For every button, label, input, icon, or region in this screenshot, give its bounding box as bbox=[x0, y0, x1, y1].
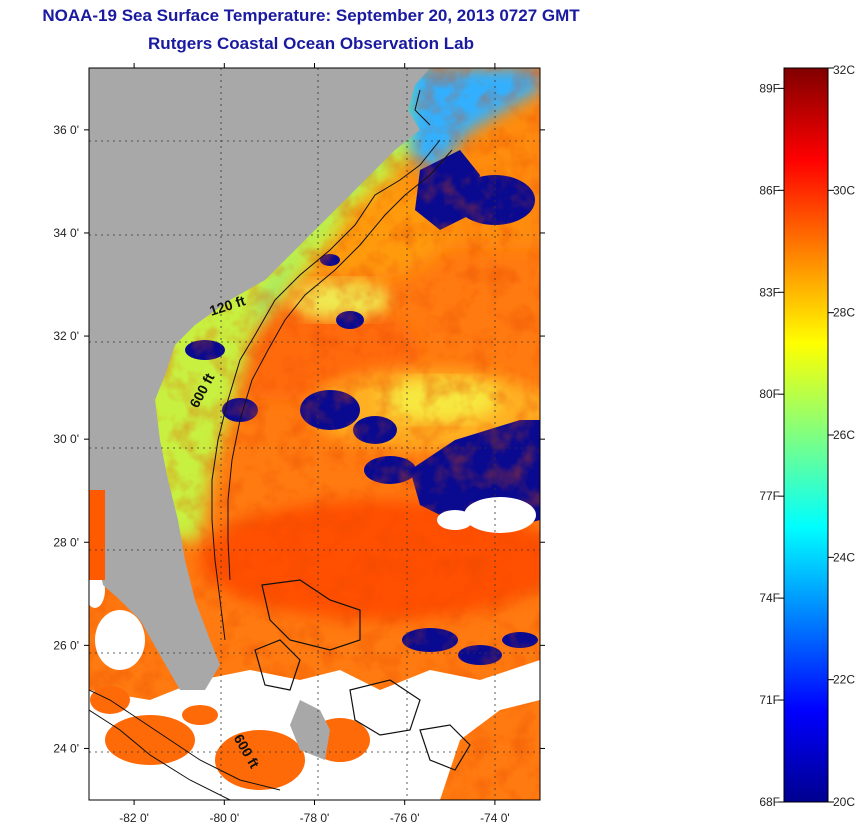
land-mass bbox=[89, 68, 430, 690]
map-subtitle: Rutgers Coastal Ocean Observation Lab bbox=[148, 34, 474, 53]
celsius-tick-label: 26C bbox=[833, 428, 855, 442]
map-title: NOAA-19 Sea Surface Temperature: Septemb… bbox=[42, 6, 580, 25]
lon-tick-label: -78 0' bbox=[300, 811, 330, 825]
colorbar-ticks: 20C 22C 24C 26C 28C 30C 32C 68F 71F 74F 77F 80F 83F 8… bbox=[759, 63, 855, 809]
lon-tick-label: -82 0' bbox=[119, 811, 149, 825]
fahrenheit-tick-label: 74F bbox=[759, 591, 780, 605]
fahrenheit-tick-label: 68F bbox=[759, 795, 780, 809]
fahrenheit-tick-label: 77F bbox=[759, 489, 780, 503]
celsius-tick-label: 22C bbox=[833, 673, 855, 687]
lat-tick-label: 24 0' bbox=[53, 741, 79, 755]
fahrenheit-tick-label: 83F bbox=[759, 285, 780, 299]
celsius-tick-label: 32C bbox=[833, 63, 855, 77]
fahrenheit-tick-label: 89F bbox=[759, 81, 780, 95]
temperature-colorbar: 20C 22C 24C 26C 28C 30C 32C 68F 71F 74F 77F 80F 83F 8… bbox=[759, 63, 855, 809]
longitude-axis: -82 0' -80 0' -78 0' -76 0' -74 0' bbox=[119, 63, 510, 825]
lon-tick-label: -76 0' bbox=[390, 811, 420, 825]
colorbar-scale bbox=[783, 67, 829, 803]
lat-tick-label: 30 0' bbox=[53, 432, 79, 446]
fahrenheit-tick-label: 71F bbox=[759, 693, 780, 707]
celsius-tick-label: 28C bbox=[833, 306, 855, 320]
sst-field bbox=[89, 68, 540, 800]
fahrenheit-tick-label: 86F bbox=[759, 183, 780, 197]
lon-tick-label: -74 0' bbox=[480, 811, 510, 825]
celsius-tick-label: 24C bbox=[833, 550, 855, 564]
lat-tick-label: 34 0' bbox=[53, 226, 79, 240]
lat-tick-label: 32 0' bbox=[53, 329, 79, 343]
lat-tick-label: 28 0' bbox=[53, 535, 79, 549]
lat-tick-label: 26 0' bbox=[53, 638, 79, 652]
lat-tick-label: 36 0' bbox=[53, 123, 79, 137]
lon-tick-label: -80 0' bbox=[209, 811, 239, 825]
latitude-axis: 24 0' 26 0' 28 0' 30 0' 32 0' 34 0' 36 0' bbox=[53, 123, 545, 755]
fahrenheit-tick-label: 80F bbox=[759, 387, 780, 401]
celsius-tick-label: 20C bbox=[833, 795, 855, 809]
celsius-tick-label: 30C bbox=[833, 183, 855, 197]
